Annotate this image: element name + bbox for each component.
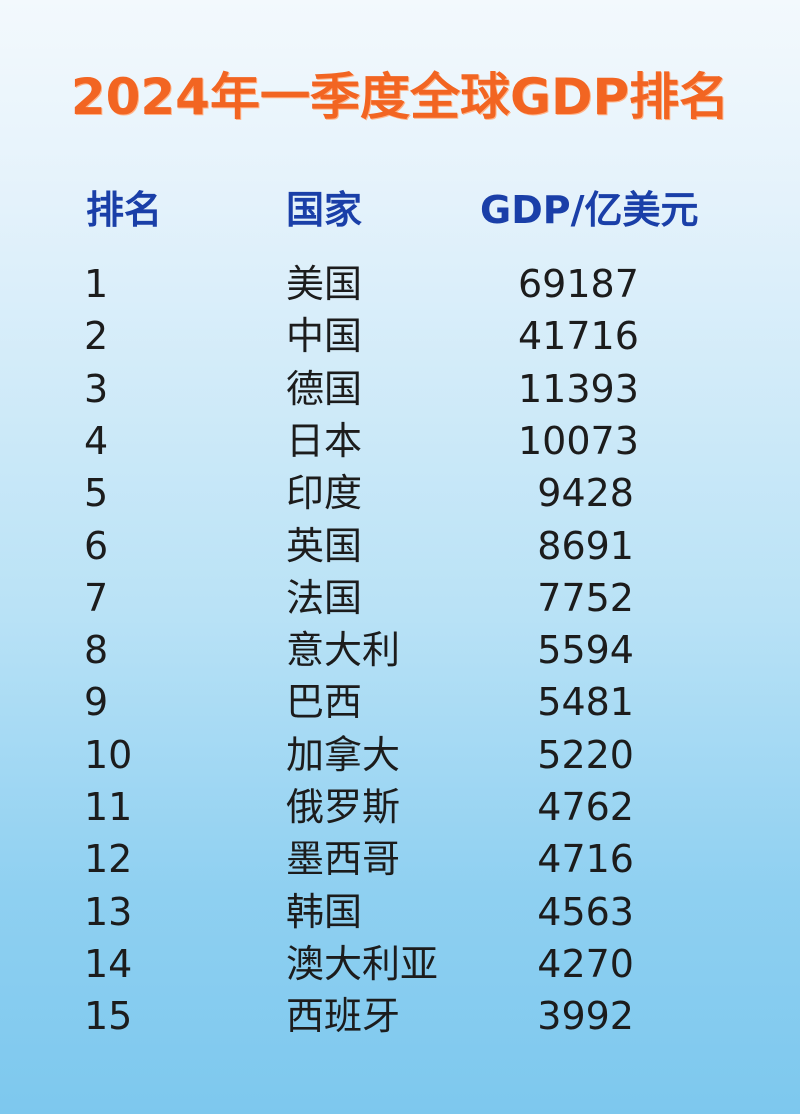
country-cell: 美国 — [286, 262, 363, 306]
gdp-cell: 4563 — [537, 889, 634, 934]
table-row: 13 韩国 4563 — [0, 886, 800, 938]
country-cell: 巴西 — [286, 680, 363, 725]
column-header-country: 国家 — [286, 188, 363, 232]
column-header-rank: 排名 — [86, 188, 163, 232]
country-cell: 意大利 — [286, 628, 401, 673]
country-cell: 英国 — [286, 523, 363, 568]
rank-cell: 14 — [84, 941, 133, 986]
rank-cell: 5 — [84, 471, 109, 516]
page-title: 2024年一季度全球GDP排名 — [70, 68, 730, 126]
table-row: 5 印度 9428 — [0, 467, 800, 519]
rank-cell: 6 — [84, 523, 109, 568]
country-cell: 墨西哥 — [286, 837, 401, 882]
country-cell: 中国 — [286, 314, 363, 359]
table-row: 4 日本 10073 — [0, 415, 800, 467]
gdp-cell: 5481 — [537, 680, 634, 725]
rank-cell: 11 — [84, 785, 133, 829]
gdp-cell: 5220 — [537, 732, 634, 777]
gdp-cell: 41716 — [518, 314, 639, 359]
rank-cell: 3 — [84, 366, 109, 411]
gdp-cell: 4270 — [537, 941, 634, 986]
gdp-cell: 4762 — [537, 785, 634, 829]
country-cell: 印度 — [286, 471, 363, 516]
table-row: 14 澳大利亚 4270 — [0, 938, 800, 990]
table-row: 6 英国 8691 — [0, 520, 800, 572]
rank-cell: 2 — [84, 314, 109, 359]
country-cell: 法国 — [286, 575, 363, 620]
country-cell: 韩国 — [286, 889, 363, 934]
country-cell: 日本 — [286, 418, 363, 463]
country-cell: 德国 — [286, 366, 363, 411]
rank-cell: 15 — [84, 994, 133, 1039]
table-row: 10 加拿大 5220 — [0, 729, 800, 781]
table-row: 11 俄罗斯 4762 — [0, 781, 800, 833]
ranking-table: 1 美国 69187 2 中国 41716 3 德国 11393 4 日本 10073 5 印度 9428 6… — [0, 258, 800, 1058]
gdp-cell: 11393 — [518, 366, 639, 411]
country-cell: 加拿大 — [286, 732, 401, 777]
gdp-cell: 9428 — [537, 471, 634, 516]
table-row: 3 德国 11393 — [0, 363, 800, 415]
gdp-cell: 7752 — [537, 575, 634, 620]
rank-cell: 1 — [84, 262, 109, 306]
rank-cell: 7 — [84, 575, 109, 620]
gdp-cell: 4716 — [537, 837, 634, 882]
gdp-cell: 3992 — [537, 994, 634, 1039]
rank-cell: 12 — [84, 837, 133, 882]
table-row: 8 意大利 5594 — [0, 624, 800, 676]
table-row: 9 巴西 5481 — [0, 676, 800, 728]
table-row: 15 西班牙 3992 — [0, 990, 800, 1042]
rank-cell: 10 — [84, 732, 133, 777]
table-row: 12 墨西哥 4716 — [0, 833, 800, 885]
rank-cell: 13 — [84, 889, 133, 934]
gdp-cell: 10073 — [518, 418, 639, 463]
table-row: 7 法国 7752 — [0, 572, 800, 624]
country-cell: 俄罗斯 — [286, 785, 401, 829]
table-row: 2 中国 41716 — [0, 310, 800, 362]
rank-cell: 8 — [84, 628, 109, 673]
country-cell: 澳大利亚 — [286, 941, 439, 986]
gdp-cell: 5594 — [537, 628, 634, 673]
column-header-gdp: GDP/亿美元 — [480, 188, 699, 232]
rank-cell: 9 — [84, 680, 109, 725]
table-row: 1 美国 69187 — [0, 258, 800, 310]
country-cell: 西班牙 — [286, 994, 401, 1039]
gdp-cell: 8691 — [537, 523, 634, 568]
gdp-cell: 69187 — [518, 262, 639, 306]
rank-cell: 4 — [84, 418, 109, 463]
